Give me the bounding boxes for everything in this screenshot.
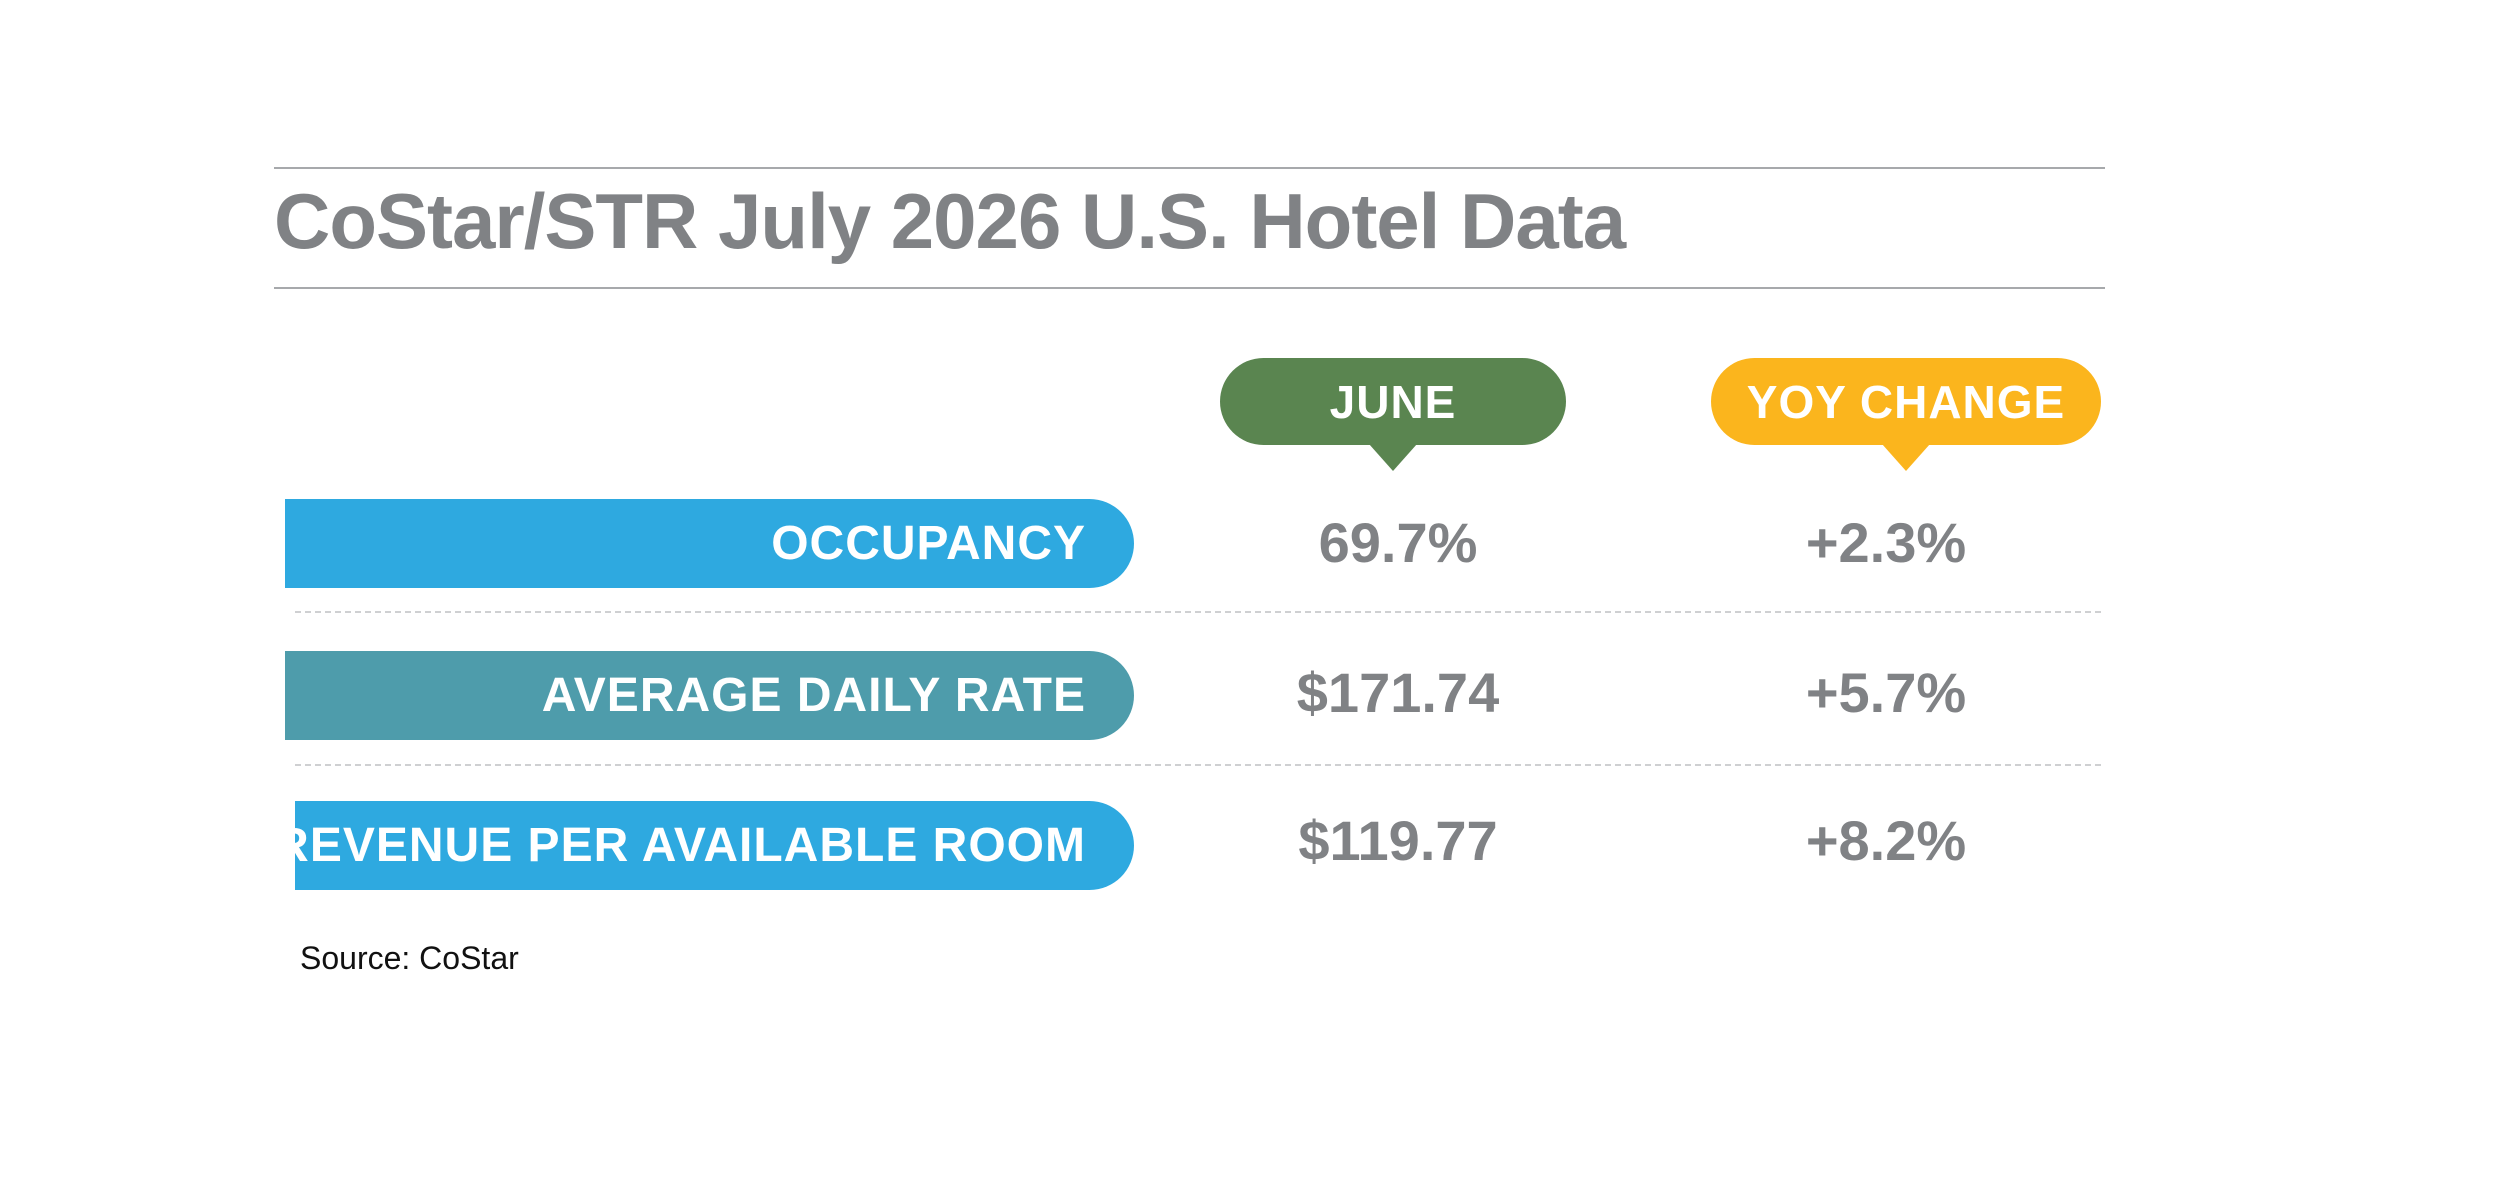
- title: CoStar/STR July 2026 U.S. Hotel Data: [274, 177, 1626, 265]
- title-rule: [274, 287, 2105, 289]
- column-header: YOY CHANGE: [1711, 358, 2101, 471]
- yoy-value: +8.2%: [1805, 809, 1967, 872]
- row-label: AVERAGE DAILY RATE: [285, 651, 1134, 740]
- source-note: Source: CoStar: [300, 940, 519, 976]
- column-header: JUNE: [1220, 358, 1566, 471]
- june-value: 69.7%: [1318, 511, 1478, 574]
- yoy-value: +2.3%: [1805, 511, 1967, 574]
- june-value: $119.77: [1298, 809, 1498, 872]
- row-label: OCCUPANCY: [285, 499, 1134, 588]
- june-value: $171.74: [1296, 661, 1500, 724]
- row-label: REVENUE PER AVAILABLE ROOM: [274, 801, 1134, 890]
- row-divider: [295, 764, 2101, 766]
- yoy-value: +5.7%: [1805, 661, 1967, 724]
- row-divider: [295, 611, 2101, 613]
- top-rule: [274, 167, 2105, 169]
